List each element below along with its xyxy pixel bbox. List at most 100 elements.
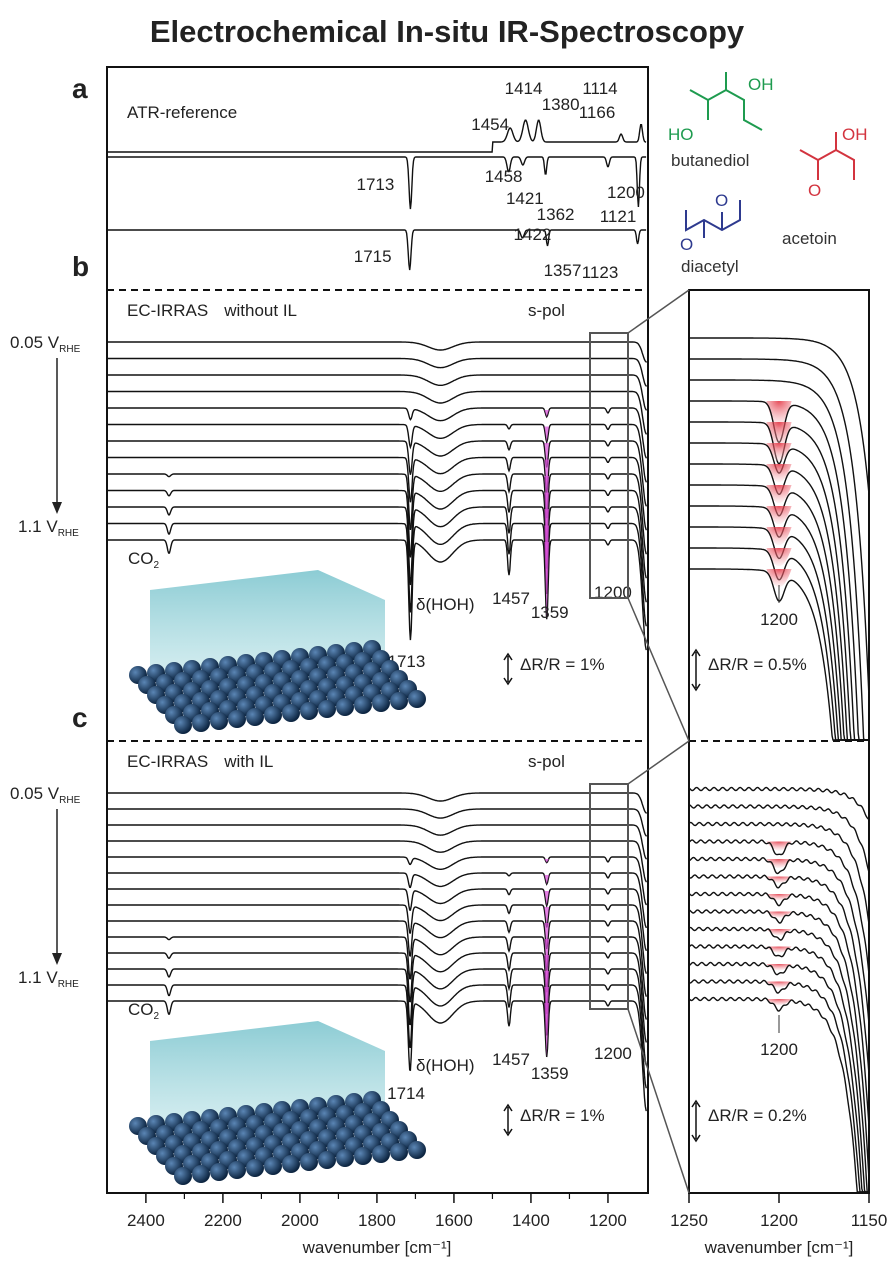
atom-ball (390, 1143, 408, 1161)
x-tick-label: 2400 (127, 1211, 165, 1230)
peak-label: 1200 (594, 1044, 632, 1063)
spectrum (107, 375, 647, 410)
label-main: 0.05 V (10, 333, 60, 352)
structure (686, 200, 740, 230)
peak-label: 1454 (471, 115, 509, 134)
peak-label: 1457 (492, 1050, 530, 1069)
peak-label: 1713 (357, 175, 395, 194)
spectrum (107, 474, 647, 554)
arrowhead (52, 953, 62, 965)
peak-label: 1166 (579, 103, 616, 122)
spectrum (107, 857, 647, 904)
spectrum (689, 788, 869, 820)
atom: O (808, 181, 821, 200)
scale-bar-label: ΔR/R = 1% (520, 1106, 605, 1125)
x-tick-label: 1200 (760, 1211, 798, 1230)
peak-label: 1200 (760, 1040, 798, 1059)
peak-label: 1714 (387, 1084, 425, 1103)
connector (628, 290, 689, 333)
atom-ball (210, 712, 228, 730)
peak-label: 1457 (492, 589, 530, 608)
atom-ball (228, 1161, 246, 1179)
label: 1.1 VRHE (18, 517, 79, 539)
condition: without IL (223, 301, 297, 320)
spectrum (107, 873, 647, 927)
atom-ball (264, 706, 282, 724)
atom-ball (354, 1147, 372, 1165)
x-tick-label: 1200 (589, 1211, 627, 1230)
label-main: CO (128, 1000, 154, 1019)
atom-ball (174, 716, 192, 734)
atom-ball (282, 1155, 300, 1173)
spectrum (107, 809, 647, 836)
polarization: s-pol (528, 301, 565, 320)
peak-label: 1200 (607, 183, 645, 202)
atom-ball (282, 704, 300, 722)
atom: OH (842, 125, 868, 144)
atom: OH (748, 75, 774, 94)
scale-bar-label: ΔR/R = 0.5% (708, 655, 807, 674)
atom-ball (372, 1145, 390, 1163)
peak-label: 1114 (582, 79, 617, 98)
x-axis-title: wavenumber [cm⁻¹] (704, 1238, 854, 1257)
scale-bar (692, 1101, 700, 1141)
molecule-name: butanediol (671, 151, 749, 170)
atom-ball (210, 1163, 228, 1181)
peak-label: δ(HOH) (416, 1056, 475, 1075)
header: EC-IRRAS without IL (127, 301, 297, 320)
polarization: s-pol (528, 752, 565, 771)
atom-ball (318, 700, 336, 718)
scale-bar (504, 1105, 512, 1135)
scale-bar (692, 650, 700, 690)
spectrum (107, 841, 647, 882)
spectrum (107, 889, 647, 950)
x-tick-label: 1150 (851, 1211, 888, 1230)
title: Electrochemical In-situ IR-Spectroscopy (150, 14, 745, 49)
spectrum (107, 392, 647, 434)
atom-ball (408, 1141, 426, 1159)
molecule-name: acetoin (782, 229, 837, 248)
condition: with IL (223, 752, 273, 771)
method: EC-IRRAS (127, 301, 208, 320)
peak-label: 1715 (354, 247, 392, 266)
connector (628, 598, 689, 741)
label-sub: RHE (59, 795, 80, 806)
atom: O (680, 235, 693, 254)
label-sub: RHE (59, 344, 80, 355)
spectrum (107, 408, 647, 458)
atom-ball (192, 1165, 210, 1183)
peak-fill (766, 859, 791, 868)
label-main: 1.1 V (18, 968, 58, 987)
x-tick-label: 1250 (670, 1211, 708, 1230)
structure (690, 90, 762, 130)
zoom-box (590, 784, 628, 1009)
connector (628, 741, 689, 784)
label-sub: 2 (154, 560, 160, 571)
atom-ball (390, 692, 408, 710)
label: 0.05 VRHE (10, 784, 81, 806)
atom-ball (264, 1157, 282, 1175)
label-main: 0.05 V (10, 784, 60, 803)
atom-ball (300, 702, 318, 720)
atom-ball (408, 690, 426, 708)
panel-letter: a (72, 73, 88, 104)
spectrum (107, 953, 647, 1042)
atom-ball (336, 1149, 354, 1167)
label-sub: RHE (58, 979, 79, 990)
spectrum (107, 425, 647, 482)
panel-letter: b (72, 251, 89, 282)
peak-label: δ(HOH) (416, 595, 475, 614)
atom-ball (354, 696, 372, 714)
connector (628, 1009, 689, 1193)
peak-label: 1200 (594, 583, 632, 602)
spectrum (107, 937, 647, 1019)
structure (800, 150, 854, 180)
label: CO2 (128, 1000, 160, 1022)
atom-ball (246, 708, 264, 726)
atom-ball (336, 698, 354, 716)
peak-label: 1359 (531, 1064, 569, 1083)
peak-label: 1357 (544, 261, 582, 280)
spectrum (107, 359, 647, 386)
label: CO2 (128, 549, 160, 571)
arrowhead (52, 502, 62, 514)
